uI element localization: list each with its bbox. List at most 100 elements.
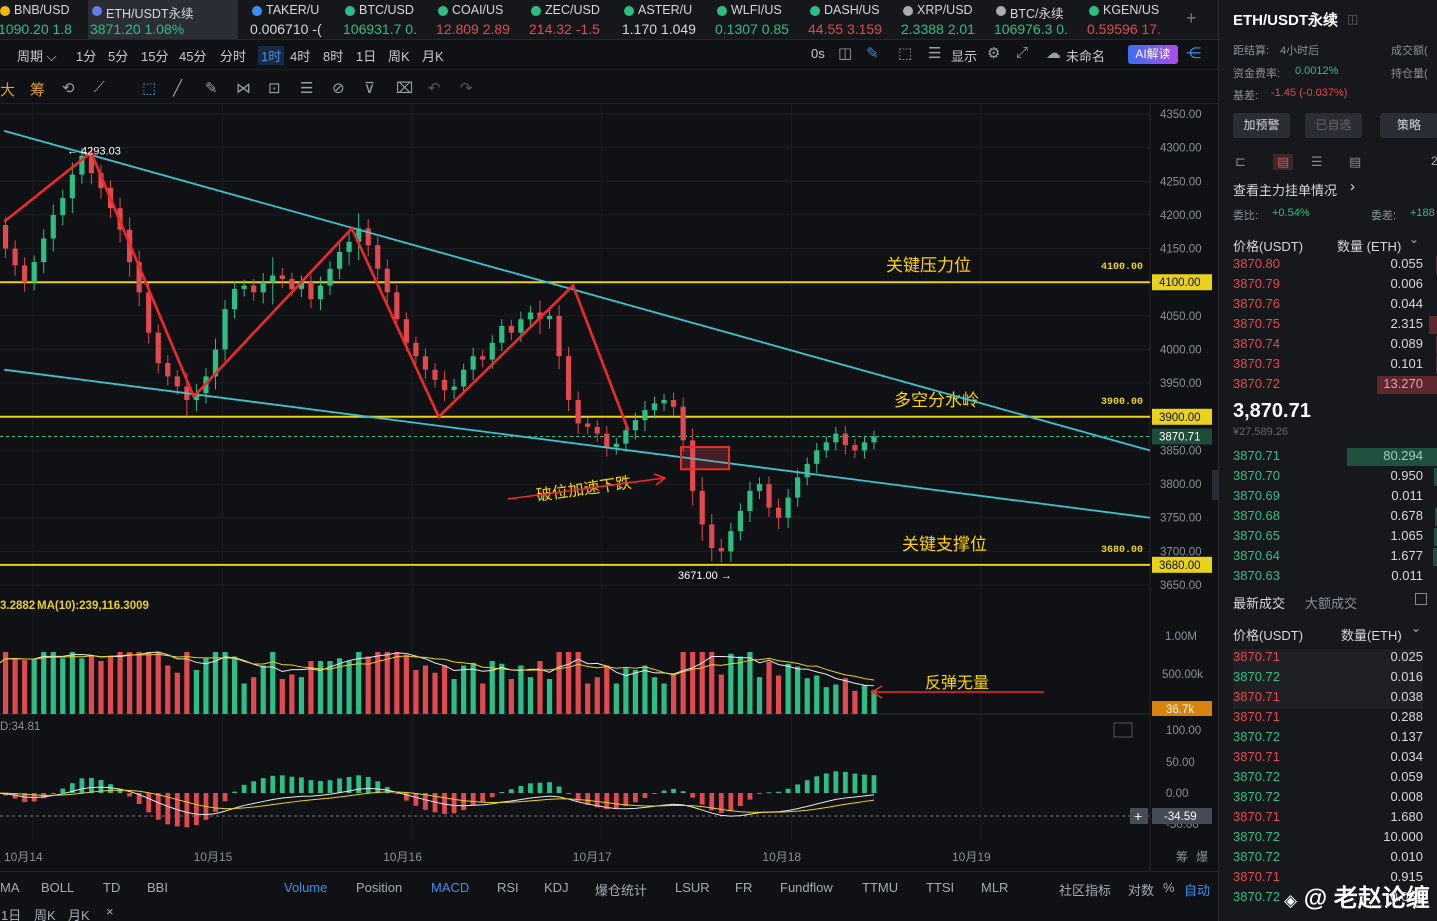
lock-icon[interactable]: ⊡ [268,80,281,97]
book-head-qty[interactable]: 数量 (ETH) [1337,239,1402,254]
edit-icon[interactable]: ✎ [866,45,879,62]
ticker-tab[interactable]: BTC/永续 106976.3 0. [992,0,1085,39]
indicator-tab-7[interactable]: RSI [497,880,519,895]
watchlist-button[interactable]: 已自选 [1305,113,1362,138]
book-view-icon-0[interactable]: ⊏ [1235,154,1246,169]
trades-head-qty[interactable]: 数量(ETH) [1341,628,1402,643]
ask-row[interactable]: 3870.73 0.101 [1233,356,1437,376]
layout-icon[interactable]: ⬚ [898,45,913,62]
period-dropdown[interactable]: 周期 ⌵ [17,49,57,64]
expand-icon[interactable] [1113,722,1133,738]
large-trades-checkbox[interactable] [1415,593,1427,605]
ticker-tab[interactable]: XRP/USD 2.3388 2.01 [899,0,992,39]
interval-6[interactable]: 4时 [290,49,311,64]
book-view-icon-2[interactable]: ☰ [1311,154,1323,169]
panel-collapse-handle[interactable] [1212,470,1219,500]
axis-corner-liq[interactable]: 爆 [1196,850,1208,864]
indicator-tab-13[interactable]: TTMU [862,880,899,895]
qty-unit-dropdown-icon[interactable]: ⌄ [1409,232,1420,246]
ticker-tab[interactable]: COAI/US 12.809 2.89 [434,0,527,39]
bid-row[interactable]: 3870.69 0.011 [1233,488,1423,508]
fullscreen-icon[interactable]: ⤢ [1016,44,1029,61]
replay-icon[interactable]: ⟲ [62,80,75,97]
camera-icon[interactable]: ◫ [838,45,853,62]
ask-row[interactable]: 3870.75 2.315 [1233,316,1437,336]
depth-link[interactable]: 查看主力挂单情况 [1233,183,1338,198]
ticker-tab[interactable]: WLFI/US 0.1307 0.85 [713,0,806,39]
indicator-tab-6[interactable]: MACD [431,880,470,895]
indicator-tab-14[interactable]: TTSI [926,880,955,895]
close-icon[interactable]: × [106,904,114,919]
interval-2[interactable]: 15分 [141,49,169,64]
indicator-tab-11[interactable]: FR [735,880,753,895]
indicator-tab-2[interactable]: TD [103,880,121,895]
ticker-tab[interactable]: ETH/USDT永续 3871.20 1.08% [88,0,238,39]
ai-analysis-button[interactable]: AI解读 [1128,45,1178,64]
indicator-tab-8[interactable]: KDJ [544,880,569,895]
interval-8[interactable]: 1日 [356,49,377,64]
strategy-button[interactable]: 策略 [1380,113,1437,138]
redo-icon[interactable]: ↷ [460,80,473,97]
interval-7[interactable]: 8时 [323,49,344,64]
ticker-tab[interactable]: KGEN/US 0.59596 17. [1085,0,1178,39]
ask-row[interactable]: 3870.79 0.006 [1233,276,1423,296]
bid-row[interactable]: 3870.70 0.950 [1233,468,1437,488]
trash-icon[interactable]: ⌧ [396,80,414,97]
ask-row[interactable]: 3870.76 0.044 [1233,296,1423,316]
settings-icon[interactable]: ⚙ [987,45,1001,62]
tool-large[interactable]: 大 [0,82,16,99]
line-tool-icon[interactable]: ╱ [173,80,183,97]
bottom-period-1[interactable]: 周K [34,908,56,921]
bottom-period-0[interactable]: 1日 [1,908,22,921]
interval-3[interactable]: 45分 [179,49,207,64]
indicator-tab-15[interactable]: MLR [981,880,1009,895]
trades-tab-large[interactable]: 大额成交 [1305,596,1358,611]
interval-5[interactable]: 1时 [258,46,285,65]
interval-4[interactable]: 分时 [220,49,247,64]
indicator-tab-12[interactable]: Fundflow [780,880,833,895]
ask-row[interactable]: 3870.74 0.089 [1233,336,1437,356]
ticker-tab[interactable]: BTC/USD 106931.7 0. [341,0,434,39]
alert-button[interactable]: 加预警 [1233,113,1290,138]
layout-name[interactable]: 未命名 [1066,49,1106,64]
bid-row[interactable]: 3870.64 1.677 [1233,548,1437,568]
copy-icon[interactable]: ◫ [1347,12,1359,26]
indicator-tab-1[interactable]: BOLL [41,880,75,895]
add-indicator-icon[interactable] [1130,808,1148,824]
indicator-tab-3[interactable]: BBI [147,880,168,895]
indicator-tab-19[interactable]: 自动 [1184,883,1211,898]
magnet-icon[interactable]: ⊘ [332,80,345,97]
cloud-icon[interactable]: ☁ [1046,45,1061,62]
indicator-tab-10[interactable]: LSUR [675,880,710,895]
ticker-tab[interactable]: BNB/USD 1090.20 1.8 [0,0,89,39]
cursor-icon[interactable]: ⬚ [142,80,157,97]
display-button[interactable]: 显示 [951,49,978,64]
add-tab-icon[interactable]: + [1186,8,1197,28]
interval-9[interactable]: 周K [388,49,410,64]
indicator-tab-17[interactable]: 对数 [1128,883,1155,898]
trades-tab-latest[interactable]: 最新成交 [1233,596,1286,611]
axis-corner-chip[interactable]: 筹 [1176,850,1188,864]
indicator-tab-9[interactable]: 爆仓统计 [595,883,648,898]
share-icon[interactable]: ⋲ [1186,45,1201,62]
bid-row[interactable]: 3870.65 1.065 [1233,528,1437,548]
ask-row[interactable]: 3870.80 0.055 [1233,256,1437,276]
filter-icon[interactable]: ⊽ [364,80,375,97]
indicator-tab-16[interactable]: 社区指标 [1059,883,1112,898]
indicator-tab-4[interactable]: Volume [284,880,328,895]
book-view-icon-1[interactable]: ▤ [1273,154,1294,170]
book-precision[interactable]: 2 [1431,154,1437,168]
ticker-tab[interactable]: ASTER/U 1.170 1.049 [620,0,713,39]
ruler-icon[interactable]: ⟋ [94,79,105,96]
pattern-icon[interactable]: ⋈ [236,80,251,97]
ticker-tab[interactable]: DASH/US 44.55 3.159 [806,0,899,39]
list-icon[interactable]: ☰ [928,45,942,62]
bid-row[interactable]: 3870.71 80.294 [1233,448,1437,468]
chevron-right-icon[interactable]: › [1350,178,1355,195]
trades-unit-dropdown-icon[interactable]: ⌄ [1411,621,1422,635]
bottom-period-2[interactable]: 月K [68,908,90,921]
bid-row[interactable]: 3870.68 0.678 [1233,508,1437,528]
bid-row[interactable]: 3870.63 0.011 [1233,568,1423,588]
undo-icon[interactable]: ↶ [428,80,441,97]
interval-1[interactable]: 5分 [108,49,129,64]
